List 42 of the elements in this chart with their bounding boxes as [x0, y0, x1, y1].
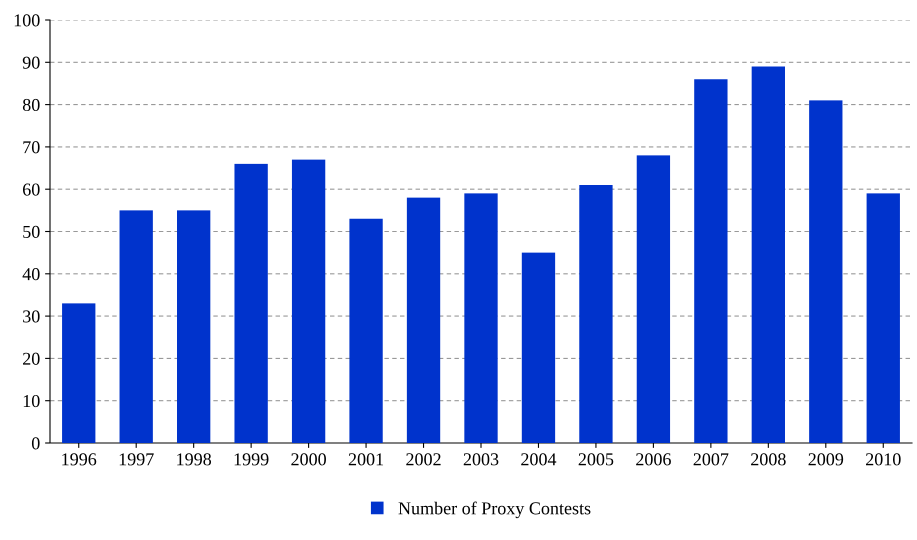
- x-tick-label: 2010: [866, 453, 901, 466]
- bar: [120, 210, 153, 443]
- y-tick-label: 30: [23, 310, 40, 323]
- bar: [406, 198, 440, 443]
- bar: [234, 164, 268, 443]
- x-tick-label: 2001: [348, 453, 384, 466]
- bar: [464, 193, 498, 443]
- bar: [292, 160, 326, 443]
- bar: [349, 218, 383, 443]
- x-tick-label: 2008: [751, 453, 786, 466]
- x-tick-label: 2004: [521, 453, 556, 466]
- y-tick-label: 50: [23, 226, 40, 238]
- x-tick-label: 1996: [62, 453, 96, 466]
- bar: [866, 193, 900, 443]
- y-tick-label: 70: [23, 141, 40, 154]
- bar: [636, 155, 670, 443]
- x-tick-label: 1997: [120, 453, 154, 466]
- x-tick-label: 2006: [636, 453, 671, 466]
- legend-label: Number of Proxy Contests: [398, 502, 590, 518]
- x-tick-label: 2000: [291, 453, 326, 466]
- y-tick-label: 100: [14, 14, 40, 26]
- bar: [579, 184, 613, 443]
- y-tick-label: 0: [32, 437, 40, 450]
- y-tick-label: 60: [23, 183, 40, 196]
- bar: [522, 252, 556, 443]
- y-tick-label: 80: [22, 98, 40, 112]
- x-tick-label: 2002: [406, 453, 441, 466]
- bar: [62, 303, 96, 443]
- y-tick-label: 40: [22, 268, 40, 280]
- x-tick-label: 2009: [808, 453, 844, 466]
- y-tick-label: 90: [22, 56, 40, 69]
- y-tick-label: 20: [23, 352, 40, 365]
- x-tick-label: 1999: [234, 453, 268, 466]
- x-tick-label: 2005: [578, 453, 614, 466]
- x-tick-label: 2003: [464, 453, 498, 466]
- y-tick-label: 10: [24, 394, 40, 408]
- x-tick-label: 2007: [694, 453, 728, 466]
- bar: [694, 79, 728, 443]
- x-tick-label: 1998: [177, 453, 212, 466]
- bar: [177, 210, 210, 443]
- bar: [809, 100, 842, 443]
- bar: [752, 66, 785, 443]
